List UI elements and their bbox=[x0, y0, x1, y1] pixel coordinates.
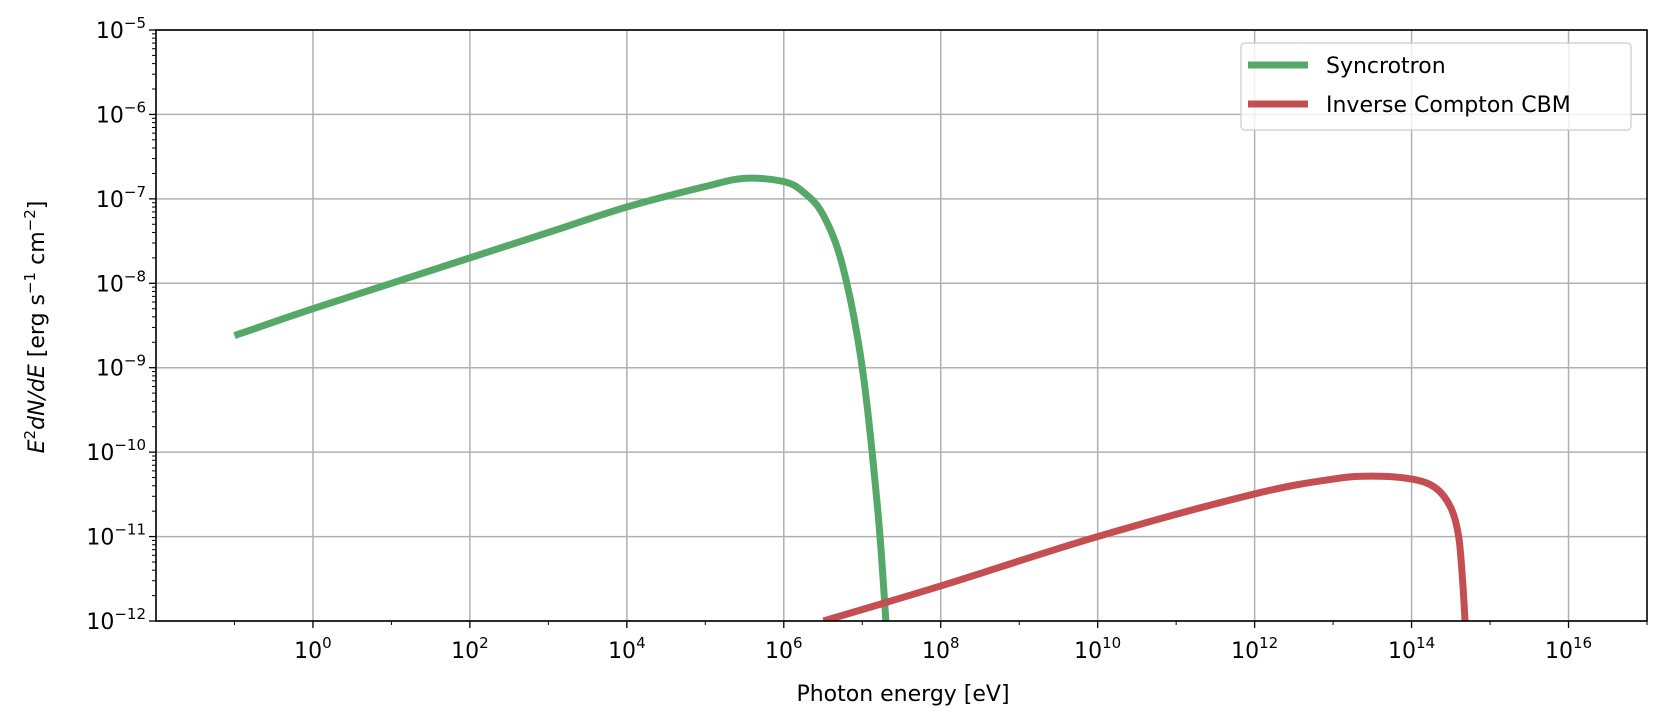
x-tick-exponent: 16 bbox=[1573, 634, 1592, 652]
y-label-part5: ] bbox=[25, 201, 50, 210]
y-tick-base: 10 bbox=[96, 357, 124, 382]
x-tick-base: 10 bbox=[1074, 639, 1102, 664]
x-tick-base: 10 bbox=[1231, 639, 1259, 664]
x-tick-base: 10 bbox=[765, 639, 793, 664]
y-tick-base: 10 bbox=[96, 272, 124, 297]
x-tick-label: 100 bbox=[294, 634, 332, 664]
x-tick-exponent: 8 bbox=[950, 634, 960, 652]
x-tick-base: 10 bbox=[451, 639, 479, 664]
legend-box bbox=[1240, 42, 1632, 131]
x-tick-label: 108 bbox=[922, 634, 960, 664]
y-tick-base: 10 bbox=[86, 610, 114, 635]
series-line-syncrotron bbox=[233, 174, 890, 621]
x-tick-base: 10 bbox=[1545, 639, 1573, 664]
y-tick-label: 10−9 bbox=[96, 352, 146, 382]
y-tick-exponent: −6 bbox=[124, 98, 146, 116]
legend: Syncrotron Inverse Compton CBM bbox=[1240, 42, 1632, 131]
y-tick-exponent: −8 bbox=[124, 267, 146, 285]
y-label-part2: dN/dE bbox=[25, 364, 50, 430]
ticks: 100 102 104 106 108 1010 1012 1014 101610−1210−1… bbox=[86, 14, 1648, 664]
x-tick-label: 106 bbox=[765, 634, 803, 664]
x-tick-exponent: 12 bbox=[1259, 634, 1278, 652]
x-tick-base: 10 bbox=[1388, 639, 1416, 664]
y-label-part4-sup: −2 bbox=[21, 209, 39, 231]
y-label-part3: [erg s bbox=[25, 294, 50, 364]
y-label-part1: E bbox=[25, 439, 50, 453]
y-tick-base: 10 bbox=[96, 19, 124, 44]
x-tick-exponent: 0 bbox=[322, 634, 332, 652]
y-tick-base: 10 bbox=[96, 103, 124, 128]
y-tick-label: 10−7 bbox=[96, 183, 146, 213]
x-tick-label: 1014 bbox=[1388, 634, 1435, 664]
y-tick-base: 10 bbox=[86, 526, 114, 551]
y-tick-exponent: −7 bbox=[124, 183, 146, 201]
y-tick-exponent: −10 bbox=[114, 436, 146, 454]
y-axis-label: E2dN/dE [erg s−1 cm−2] bbox=[21, 201, 50, 454]
x-tick-label: 104 bbox=[608, 634, 646, 664]
axes bbox=[155, 29, 1648, 622]
y-tick-label: 10−10 bbox=[86, 436, 146, 466]
y-tick-base: 10 bbox=[96, 188, 124, 213]
series-group bbox=[233, 174, 1469, 621]
y-tick-exponent: −9 bbox=[124, 352, 146, 370]
x-tick-base: 10 bbox=[922, 639, 950, 664]
y-tick-exponent: −11 bbox=[114, 521, 146, 539]
y-tick-exponent: −12 bbox=[114, 605, 146, 623]
legend-label-inverse-compton-cbm: Inverse Compton CBM bbox=[1326, 93, 1571, 118]
y-tick-base: 10 bbox=[86, 441, 114, 466]
x-axis-label: Photon energy [eV] bbox=[796, 682, 1009, 707]
x-tick-label: 102 bbox=[451, 634, 489, 664]
y-tick-label: 10−6 bbox=[96, 98, 146, 128]
y-tick-label: 10−5 bbox=[96, 14, 146, 44]
x-tick-exponent: 14 bbox=[1416, 634, 1435, 652]
plot-frame bbox=[155, 29, 1648, 622]
y-tick-label: 10−12 bbox=[86, 605, 146, 635]
x-tick-base: 10 bbox=[608, 639, 636, 664]
x-tick-label: 1016 bbox=[1545, 634, 1592, 664]
x-tick-base: 10 bbox=[294, 639, 322, 664]
x-tick-exponent: 4 bbox=[636, 634, 646, 652]
y-label-part1-sup: 2 bbox=[21, 430, 39, 440]
x-tick-exponent: 6 bbox=[793, 634, 803, 652]
legend-label-syncrotron: Syncrotron bbox=[1326, 54, 1446, 79]
x-tick-label: 1010 bbox=[1074, 634, 1121, 664]
x-tick-exponent: 2 bbox=[479, 634, 489, 652]
y-tick-label: 10−11 bbox=[86, 521, 146, 551]
x-tick-exponent: 10 bbox=[1102, 634, 1121, 652]
series-line-inverse-compton-cbm bbox=[822, 472, 1469, 621]
x-tick-label: 1012 bbox=[1231, 634, 1278, 664]
y-tick-exponent: −5 bbox=[124, 14, 146, 32]
y-tick-label: 10−8 bbox=[96, 267, 146, 297]
y-label-part4: cm bbox=[25, 231, 50, 272]
y-label-part3-sup: −1 bbox=[21, 272, 39, 294]
